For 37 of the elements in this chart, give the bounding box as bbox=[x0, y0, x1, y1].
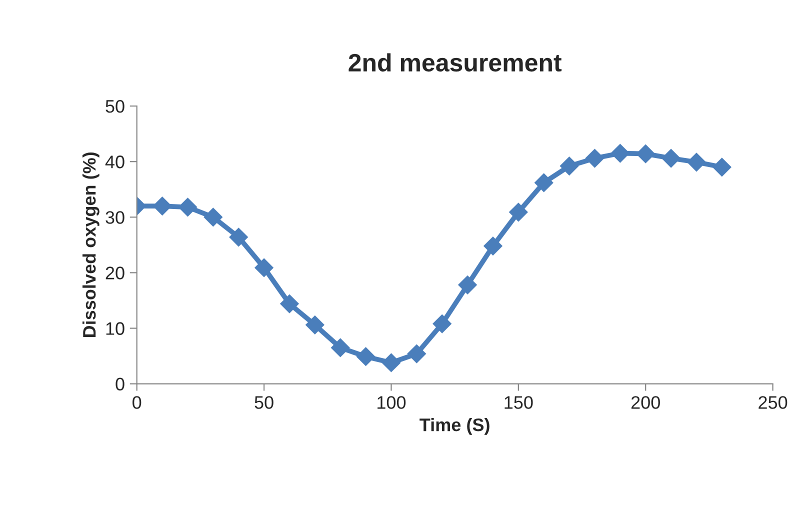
x-tick-label: 50 bbox=[254, 396, 274, 409]
y-tick-label: 40 bbox=[105, 156, 124, 168]
point bbox=[484, 236, 502, 256]
y-axis-title: Dissolved oxygen (%) bbox=[82, 152, 100, 338]
point bbox=[306, 316, 324, 334]
point bbox=[585, 148, 604, 168]
point bbox=[534, 173, 554, 192]
x-tick-label: 150 bbox=[504, 396, 533, 409]
y-tick-label: 50 bbox=[106, 100, 124, 113]
y-tick-label: 0 bbox=[116, 378, 124, 391]
y-tick-label: 10 bbox=[106, 322, 124, 335]
point bbox=[356, 347, 376, 366]
point bbox=[458, 276, 477, 294]
point bbox=[254, 258, 274, 278]
y-tick-label: 20 bbox=[106, 266, 124, 280]
chart-title: 2nd measurement bbox=[348, 53, 562, 72]
point bbox=[229, 228, 248, 247]
point bbox=[330, 338, 350, 358]
x-tick-label: 250 bbox=[758, 396, 788, 409]
point bbox=[560, 156, 579, 176]
point bbox=[432, 314, 452, 334]
point bbox=[712, 158, 732, 177]
x-axis-title: Time (S) bbox=[420, 418, 490, 435]
point bbox=[509, 202, 528, 222]
point bbox=[204, 208, 223, 227]
x-tick-label: 100 bbox=[378, 396, 406, 409]
point bbox=[178, 198, 198, 217]
point bbox=[662, 148, 680, 168]
x-tick-label: 0 bbox=[132, 396, 142, 409]
x-tick-label: 200 bbox=[631, 396, 660, 409]
point bbox=[687, 152, 706, 172]
y-tick-label: 30 bbox=[106, 211, 124, 224]
point bbox=[382, 353, 401, 372]
point bbox=[280, 294, 299, 314]
point bbox=[636, 144, 655, 164]
point bbox=[407, 344, 426, 364]
point bbox=[152, 196, 172, 216]
